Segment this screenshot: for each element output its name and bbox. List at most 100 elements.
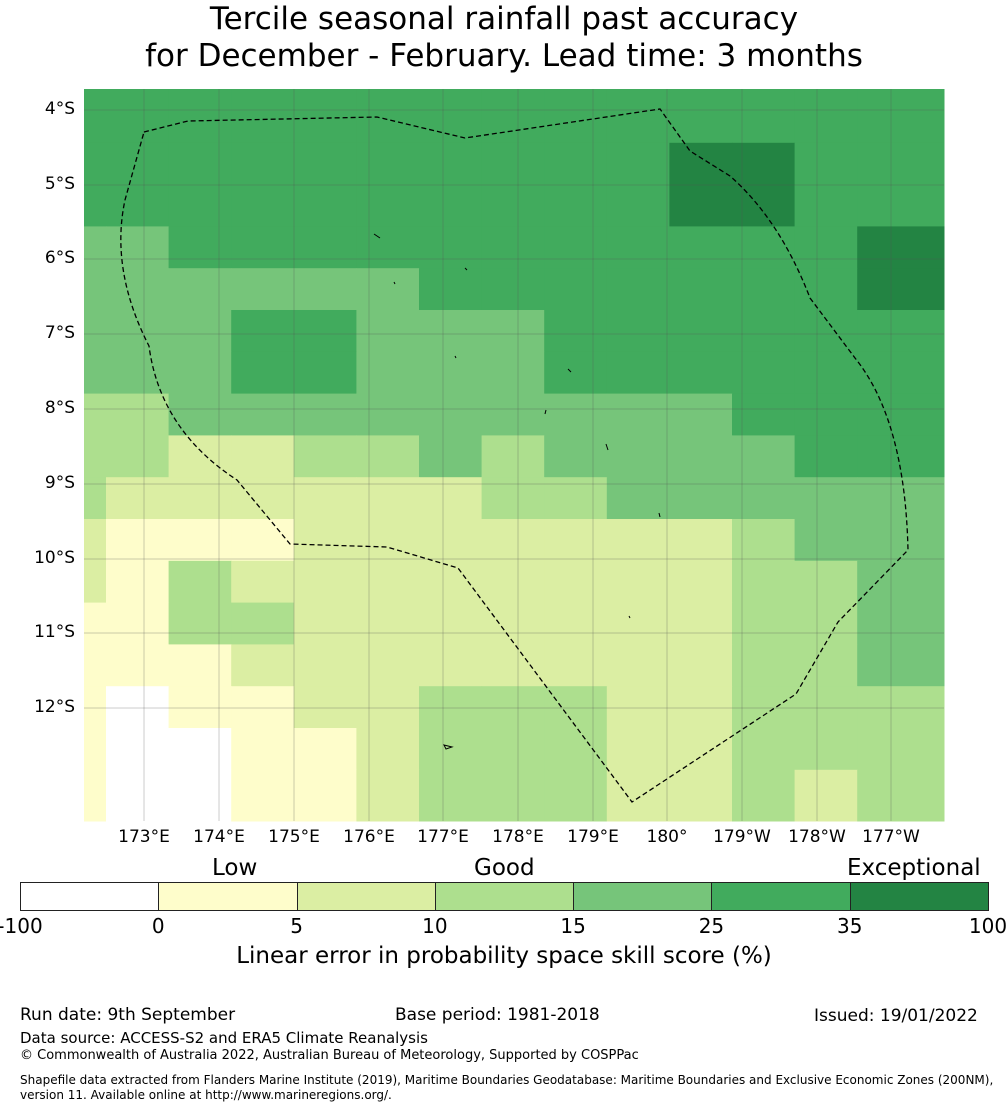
- grid-cell: [419, 435, 483, 478]
- grid-cell: [231, 351, 295, 395]
- grid-cell: [481, 226, 545, 269]
- island-outline: [454, 355, 457, 359]
- grid-cell: [857, 477, 945, 520]
- grid-cell: [356, 226, 420, 269]
- grid-cell: [168, 560, 232, 604]
- grid-cell: [168, 89, 232, 102]
- latitude-label: 4°S: [44, 99, 75, 119]
- grid-cell: [84, 728, 107, 771]
- grid-cell: [231, 728, 295, 771]
- island-outline: [443, 744, 454, 750]
- colorbar-tick-label: -100: [0, 914, 43, 938]
- grid-cell: [794, 560, 858, 604]
- colorbar-segment: [573, 882, 712, 910]
- grid-cell: [231, 268, 295, 311]
- grid-cell: [293, 686, 357, 729]
- grid-cell: [419, 519, 483, 562]
- grid-cell: [293, 728, 357, 771]
- colorbar-tick-label: 5: [290, 914, 303, 938]
- longitude-label: 174°E: [193, 827, 245, 847]
- colorbar-segment: [849, 882, 988, 910]
- grid-cell: [544, 310, 608, 353]
- longitude-label: 177°E: [417, 827, 469, 847]
- colorbar-category-low: Low: [212, 855, 258, 881]
- grid-cell: [857, 560, 945, 604]
- grid-cell: [857, 686, 945, 729]
- longitude-label: 176°E: [343, 827, 395, 847]
- grid-cell: [168, 644, 232, 687]
- grid-cell: [857, 89, 945, 102]
- grid-cell: [168, 435, 232, 478]
- grid-cell: [481, 89, 545, 102]
- grid-cell: [356, 268, 420, 311]
- grid-cell: [293, 393, 357, 436]
- grid-cell: [732, 644, 796, 687]
- grid-cell: [481, 393, 545, 436]
- grid-cell: [481, 351, 545, 395]
- grid-cell: [669, 226, 733, 269]
- latitude-label: 5°S: [44, 174, 75, 194]
- grid-cell: [84, 184, 107, 227]
- grid-cell: [419, 560, 483, 604]
- latitude-label: 9°S: [44, 473, 75, 493]
- grid-cell: [419, 184, 483, 227]
- grid-cell: [106, 101, 170, 144]
- grid-cell: [106, 602, 170, 645]
- base-period: Base period: 1981-2018: [395, 1005, 600, 1025]
- colorbar-segment: [158, 882, 297, 910]
- colorbar-frame: [20, 882, 989, 911]
- grid-cell: [544, 602, 608, 645]
- grid-cell: [481, 644, 545, 687]
- grid-cell: [481, 435, 545, 478]
- grid-cell: [106, 226, 170, 269]
- grid-cell: [106, 477, 170, 520]
- issued-date: Issued: 19/01/2022: [814, 1006, 978, 1026]
- colorbar-tick-label: 25: [698, 914, 725, 938]
- longitude-label: 180°: [646, 827, 688, 847]
- grid-cell: [669, 393, 733, 436]
- grid-cell: [794, 101, 858, 144]
- grid-cell: [106, 142, 170, 186]
- grid-cell: [84, 644, 107, 687]
- colorbar-segment: [20, 882, 159, 910]
- grid-cell: [419, 142, 483, 186]
- grid-cell: [732, 435, 796, 478]
- grid-cell: [669, 477, 733, 520]
- grid-cell: [606, 184, 670, 227]
- grid-cell: [84, 226, 107, 269]
- grid-cell: [419, 101, 483, 144]
- grid-cell: [606, 560, 670, 604]
- grid-cell: [84, 602, 107, 645]
- grid-cell: [84, 686, 107, 729]
- grid-cell: [606, 477, 670, 520]
- grid-cell: [481, 184, 545, 227]
- grid-cell: [794, 519, 858, 562]
- island-outline: [628, 615, 631, 619]
- grid-cell: [857, 226, 945, 269]
- grid-cell: [106, 393, 170, 436]
- grid-cell: [669, 89, 733, 102]
- grid-cell: [293, 644, 357, 687]
- grid-cell: [794, 602, 858, 645]
- skill-score-map: [84, 89, 945, 822]
- grid-cell: [732, 89, 796, 102]
- island-outline: [567, 368, 572, 373]
- grid-cell: [419, 89, 483, 102]
- grid-cell: [794, 89, 858, 102]
- grid-cell: [293, 310, 357, 353]
- colorbar-category-exceptional: Exceptional: [847, 855, 981, 881]
- grid-cell: [857, 728, 945, 771]
- grid-cell: [231, 142, 295, 186]
- grid-cell: [84, 351, 107, 395]
- grid-cell: [419, 393, 483, 436]
- grid-cell: [84, 477, 107, 520]
- grid-cell: [168, 101, 232, 144]
- grid-cell: [669, 351, 733, 395]
- grid-cell: [481, 310, 545, 353]
- grid-cell: [106, 769, 170, 822]
- grid-cell: [481, 101, 545, 144]
- grid-cell: [732, 101, 796, 144]
- grid-cell: [231, 101, 295, 144]
- grid-cell: [732, 351, 796, 395]
- grid-cell: [481, 477, 545, 520]
